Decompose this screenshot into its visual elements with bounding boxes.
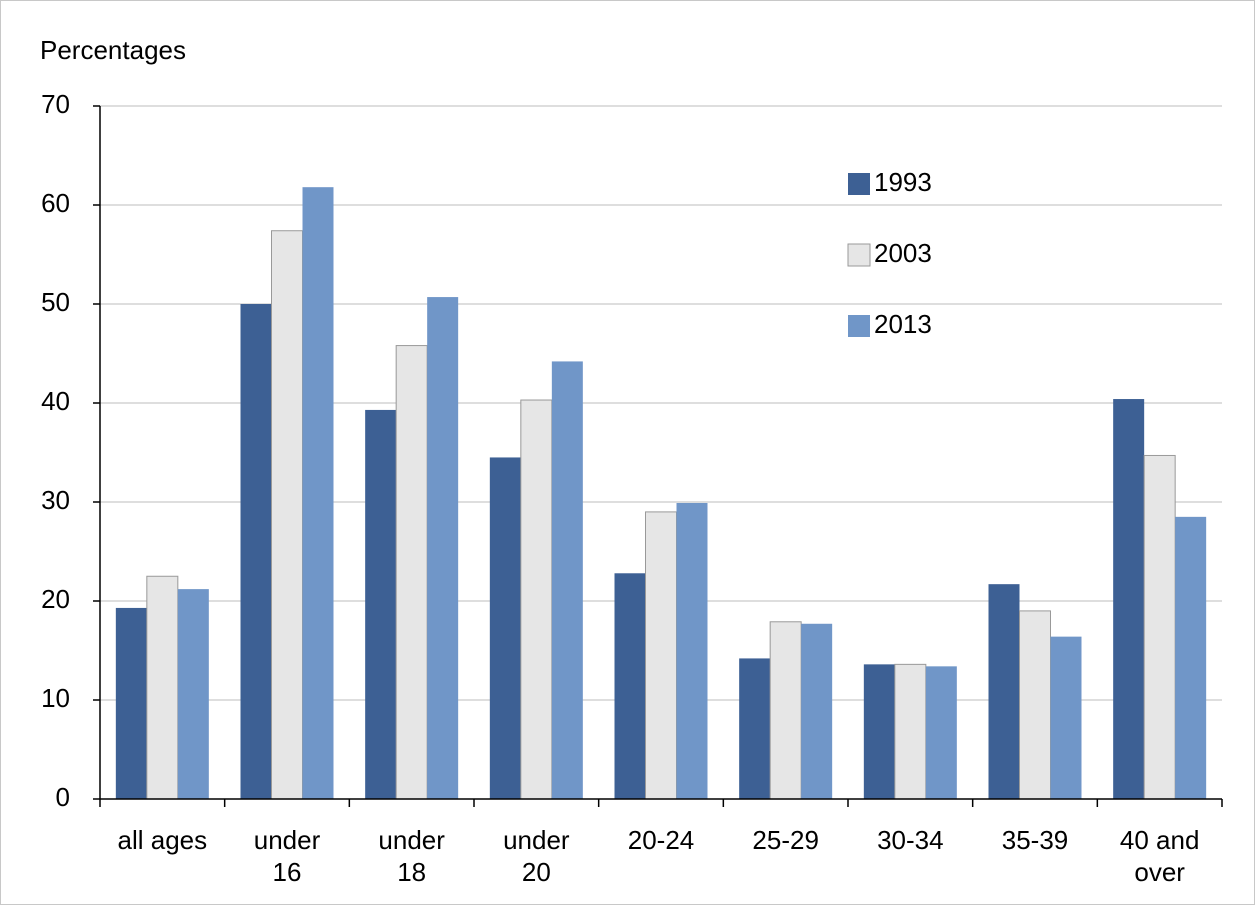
x-tick-label: 25-29	[752, 825, 819, 855]
legend-label: 2013	[874, 309, 932, 339]
bar	[177, 589, 209, 799]
bar	[520, 399, 553, 800]
bar	[1175, 516, 1207, 799]
bar	[801, 623, 833, 799]
bar	[1143, 454, 1176, 800]
bar	[551, 361, 583, 799]
y-tick-label: 30	[41, 485, 70, 515]
bar	[146, 575, 179, 800]
y-tick-label: 40	[41, 386, 70, 416]
bar	[739, 658, 771, 799]
y-tick-label: 50	[41, 287, 70, 317]
bar	[988, 584, 1020, 799]
x-tick-label: 40 and over	[1120, 825, 1200, 887]
legend-swatch	[848, 173, 870, 195]
bar	[925, 666, 957, 799]
bar	[365, 409, 397, 799]
bar	[271, 230, 303, 800]
bar	[395, 345, 428, 800]
bar	[676, 502, 708, 799]
legend-swatch	[848, 315, 870, 337]
legend-swatch	[847, 243, 871, 267]
y-axis-label: Percentages	[40, 35, 186, 65]
y-tick-label: 70	[41, 89, 70, 119]
y-tick-label: 60	[41, 188, 70, 218]
x-tick-label: 35-39	[1002, 825, 1069, 855]
bar	[769, 621, 802, 800]
bar	[863, 664, 895, 799]
y-tick-label: 10	[41, 683, 70, 713]
bar	[645, 511, 677, 800]
y-tick-label: 20	[41, 584, 70, 614]
bar	[489, 457, 521, 799]
bar	[115, 607, 147, 799]
bar	[427, 297, 459, 799]
x-tick-label: 20-24	[628, 825, 695, 855]
bar	[302, 187, 334, 799]
x-tick-label: under 20	[503, 825, 570, 887]
bar	[894, 663, 927, 800]
x-tick-label: all ages	[118, 825, 208, 855]
bar	[614, 573, 646, 799]
bar	[1019, 610, 1051, 800]
y-tick-label: 0	[56, 782, 70, 812]
bar	[240, 304, 272, 799]
x-tick-label: under 18	[378, 825, 445, 887]
x-tick-label: 30-34	[877, 825, 944, 855]
legend-label: 2003	[874, 238, 932, 268]
legend-label: 1993	[874, 167, 932, 197]
bar	[1050, 636, 1082, 799]
bar	[1113, 399, 1145, 799]
x-tick-label: under 16	[254, 825, 321, 887]
